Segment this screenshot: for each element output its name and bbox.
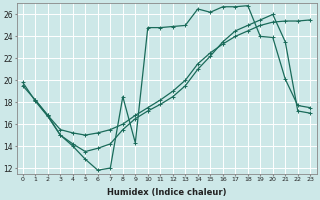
X-axis label: Humidex (Indice chaleur): Humidex (Indice chaleur) [107,188,226,197]
